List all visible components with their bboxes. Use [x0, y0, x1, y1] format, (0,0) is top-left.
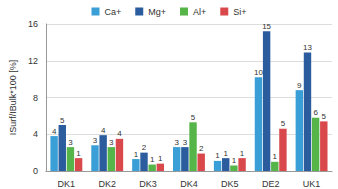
svg-text:1: 1: [224, 149, 229, 158]
svg-text:0: 0: [33, 166, 38, 176]
svg-text:5: 5: [60, 116, 65, 125]
svg-text:9: 9: [297, 81, 302, 90]
svg-text:15: 15: [262, 22, 271, 31]
svg-text:1: 1: [76, 149, 81, 158]
svg-text:1: 1: [150, 155, 155, 164]
svg-text:4: 4: [117, 129, 122, 138]
svg-text:1: 1: [273, 152, 278, 161]
svg-text:DK2: DK2: [98, 179, 116, 189]
svg-text:3: 3: [174, 138, 179, 147]
svg-text:Ca+: Ca+: [104, 7, 121, 17]
svg-text:3: 3: [109, 138, 114, 147]
svg-text:13: 13: [303, 43, 312, 52]
svg-text:1: 1: [215, 151, 220, 160]
svg-text:5: 5: [322, 112, 327, 121]
svg-text:6: 6: [313, 108, 318, 117]
svg-text:4: 4: [52, 127, 57, 136]
svg-text:5: 5: [191, 113, 196, 122]
svg-text:DK3: DK3: [139, 179, 157, 189]
svg-text:Mg+: Mg+: [148, 7, 166, 17]
svg-text:UK1: UK1: [303, 179, 321, 189]
svg-text:DK5: DK5: [221, 179, 239, 189]
svg-text:Si+: Si+: [233, 7, 246, 17]
svg-text:DE2: DE2: [262, 179, 280, 189]
svg-text:1: 1: [134, 150, 139, 159]
svg-text:2: 2: [142, 143, 147, 152]
svg-text:Al+: Al+: [193, 7, 206, 17]
svg-text:1: 1: [240, 149, 245, 158]
svg-text:4: 4: [101, 126, 106, 135]
svg-text:ISurf/IBulk*100 [%]: ISurf/IBulk*100 [%]: [8, 60, 18, 136]
svg-text:8: 8: [33, 93, 38, 103]
svg-text:10: 10: [254, 68, 263, 77]
svg-text:DK1: DK1: [58, 179, 76, 189]
svg-text:5: 5: [281, 119, 286, 128]
svg-text:DK4: DK4: [180, 179, 198, 189]
svg-text:4: 4: [33, 129, 38, 139]
svg-text:2: 2: [199, 144, 204, 153]
svg-text:12: 12: [28, 56, 38, 66]
svg-text:1: 1: [232, 156, 237, 165]
svg-text:3: 3: [183, 138, 188, 147]
svg-text:3: 3: [93, 136, 98, 145]
svg-text:16: 16: [28, 19, 38, 29]
svg-text:1: 1: [158, 154, 163, 163]
svg-text:3: 3: [68, 138, 73, 147]
